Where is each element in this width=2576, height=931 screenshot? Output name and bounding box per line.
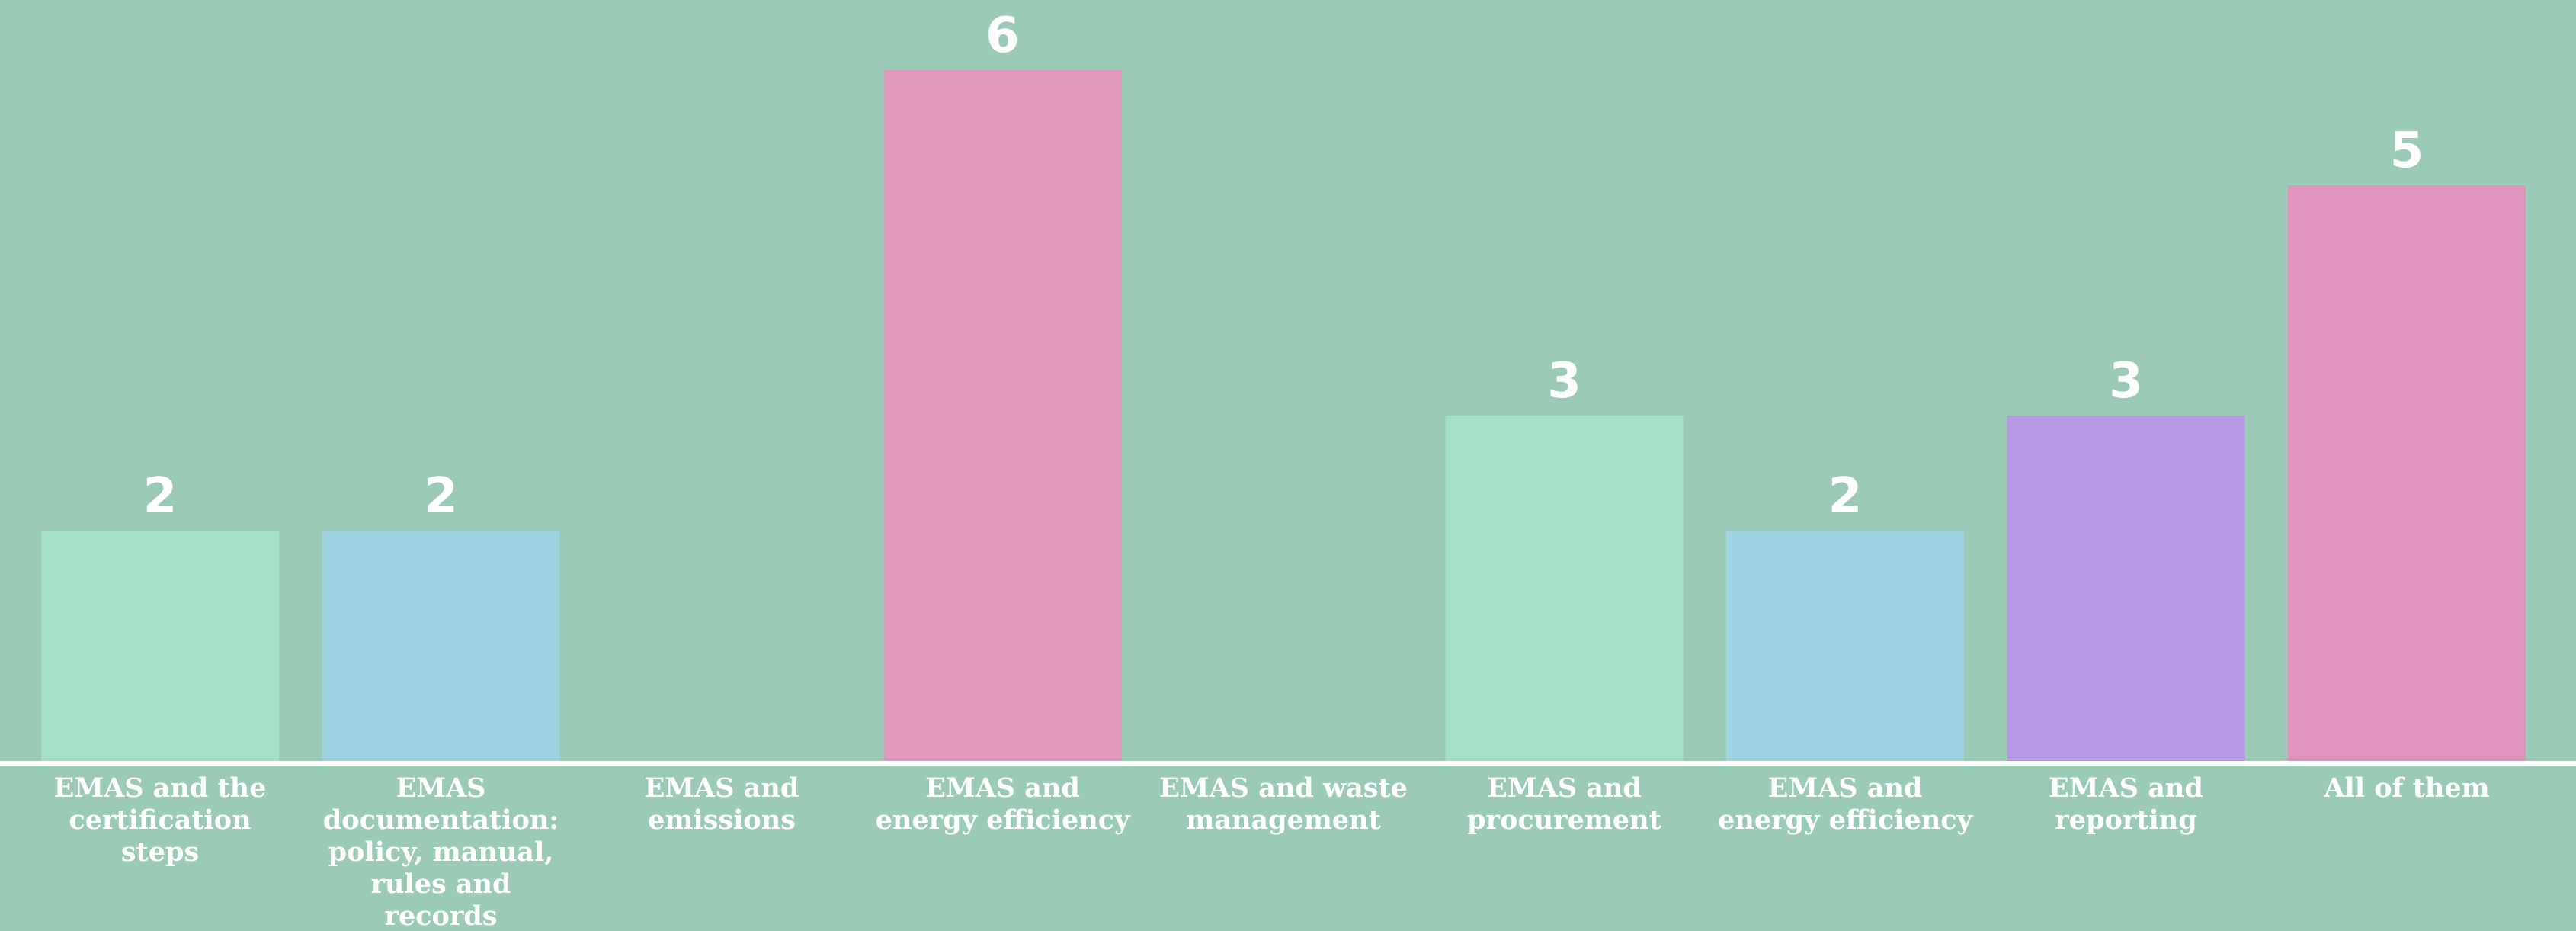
bar-6 (1445, 416, 1684, 761)
category-label-line: reporting (2055, 804, 2196, 836)
value-label-9: 5 (2390, 123, 2424, 179)
category-label-line: records (385, 901, 498, 931)
category-label-line: EMAS and (1487, 772, 1642, 804)
category-label-line: EMAS and (1768, 772, 1923, 804)
bar-7 (1726, 531, 1964, 761)
value-label-1: 2 (143, 468, 178, 525)
category-label-7: EMAS and energy efficiency (1718, 772, 1973, 836)
category-label-line: EMAS (396, 772, 486, 804)
bar-8 (2007, 416, 2245, 761)
category-label-9: All of them (2323, 772, 2489, 804)
category-label-4: EMAS and energy efficiency (876, 772, 1131, 836)
category-label-6: EMAS and procurement (1467, 772, 1661, 836)
category-label-line: certification (69, 804, 251, 836)
category-label-line: EMAS and the (54, 772, 267, 804)
category-label-3: EMAS and emissions (645, 772, 799, 836)
category-label-line: emissions (648, 804, 796, 836)
bar-4 (883, 70, 1122, 761)
category-label-line: procurement (1467, 804, 1661, 836)
value-label-7: 2 (1828, 468, 1863, 525)
category-label-line: energy efficiency (1718, 804, 1973, 836)
category-label-2: EMAS documentation: policy, manual, rules a… (323, 772, 559, 931)
category-label-line: policy, manual, (328, 836, 554, 868)
category-label-line: EMAS and (645, 772, 799, 804)
bar-9 (2288, 185, 2526, 761)
value-label-2: 2 (424, 468, 458, 525)
category-label-line: EMAS and waste (1159, 772, 1408, 804)
category-labels-group: EMAS and the certification steps EMAS docume… (54, 772, 2490, 931)
category-label-line: management (1186, 804, 1381, 836)
value-label-4: 6 (985, 8, 1020, 64)
category-label-5: EMAS and waste management (1159, 772, 1408, 836)
category-label-line: energy efficiency (876, 804, 1131, 836)
bar-2 (322, 531, 560, 761)
value-label-8: 3 (2109, 353, 2143, 409)
category-label-1: EMAS and the certification steps (54, 772, 267, 868)
category-label-line: documentation: (323, 804, 559, 836)
category-label-8: EMAS and reporting (2049, 772, 2203, 836)
value-label-6: 3 (1547, 353, 1581, 409)
category-label-line: All of them (2323, 772, 2489, 804)
category-label-line: rules and (371, 868, 511, 900)
bars-group (41, 70, 2526, 761)
category-label-line: EMAS and (925, 772, 1080, 804)
bar-1 (41, 531, 279, 761)
category-label-line: steps (121, 836, 199, 868)
category-label-line: EMAS and (2049, 772, 2203, 804)
value-labels-group: 2 2 6 3 2 3 5 (143, 8, 2424, 525)
